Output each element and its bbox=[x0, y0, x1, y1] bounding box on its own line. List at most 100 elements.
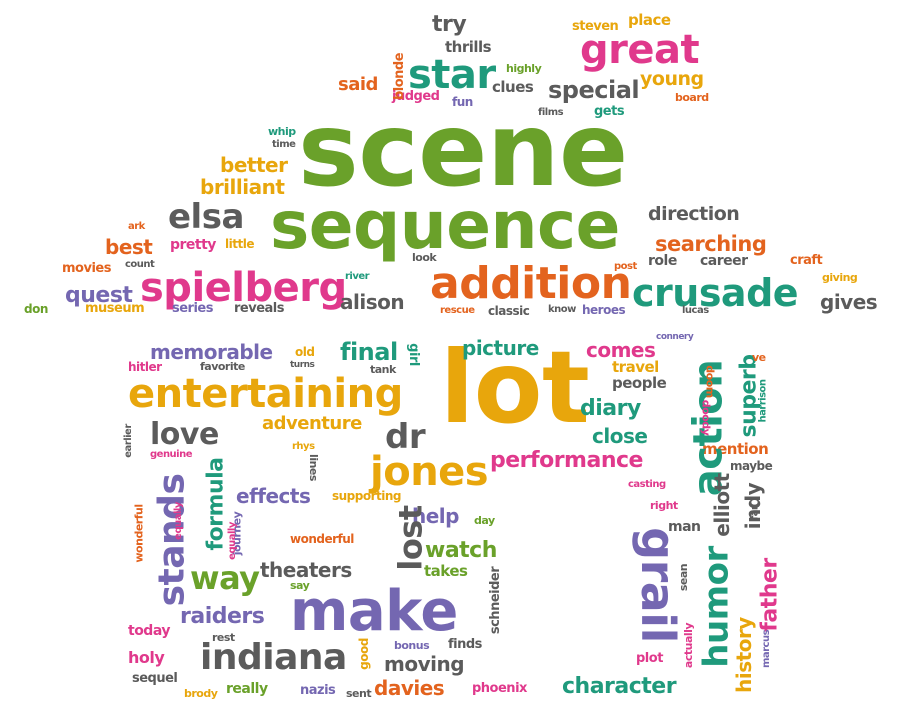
word-sallah: sean bbox=[677, 563, 691, 592]
word-judged: judged bbox=[392, 89, 440, 104]
word-try: try bbox=[432, 12, 467, 37]
word-picture: picture bbox=[462, 336, 539, 360]
word-board: board bbox=[675, 91, 709, 104]
word-marcus: marcus bbox=[761, 629, 773, 669]
word-favorite: favorite bbox=[200, 360, 245, 373]
word-nazis: nazis bbox=[300, 683, 336, 698]
word-museum: museum bbox=[85, 301, 145, 316]
word-entertaining: entertaining bbox=[128, 371, 403, 417]
word-day: day bbox=[474, 514, 495, 527]
word-rest: rest bbox=[212, 631, 235, 644]
word-young: young bbox=[640, 68, 704, 90]
word-say: wonderful bbox=[290, 532, 354, 546]
word-gets: gets bbox=[594, 104, 625, 119]
word-clues: clues bbox=[492, 78, 534, 96]
word-brilliant: brilliant bbox=[200, 175, 285, 199]
word-heroes: heroes bbox=[582, 303, 626, 317]
word-whip: whip bbox=[268, 125, 296, 138]
word-moving: moving bbox=[384, 652, 465, 676]
word-sequence: sequence bbox=[270, 187, 620, 264]
word-spielberg: spielberg bbox=[140, 265, 347, 311]
word-final: final bbox=[340, 338, 398, 366]
word-wonderful: wonderful bbox=[132, 504, 146, 563]
word-today: today bbox=[128, 623, 170, 639]
word-series: series bbox=[172, 301, 213, 316]
word-mention: mention bbox=[702, 440, 769, 458]
word-craft: craft bbox=[790, 253, 823, 268]
word-great: great bbox=[580, 27, 700, 73]
word-make: make bbox=[290, 579, 458, 644]
word-direction: direction bbox=[648, 203, 740, 225]
word-star: star bbox=[408, 52, 496, 98]
word-lost: lost bbox=[391, 505, 430, 571]
word-lot: lot bbox=[440, 329, 590, 446]
word-takes: takes bbox=[424, 562, 468, 580]
word-help: help bbox=[412, 504, 459, 528]
word-best: best bbox=[105, 235, 153, 259]
word-journey: equally bbox=[226, 522, 238, 560]
word-doom: doom bbox=[703, 365, 717, 398]
word-way: way bbox=[190, 559, 260, 597]
word-genuine: rhys bbox=[292, 441, 315, 452]
word-sent: sent bbox=[346, 687, 372, 700]
word-thrills: thrills bbox=[445, 38, 492, 56]
word-highly: highly bbox=[506, 62, 542, 75]
word-searching: searching bbox=[655, 232, 767, 256]
word-elliott: elliott bbox=[709, 473, 734, 537]
word-grail: grail bbox=[630, 527, 685, 643]
word-old: old bbox=[295, 345, 315, 359]
word-connery: connery bbox=[656, 332, 694, 342]
word-humor: humor bbox=[696, 546, 737, 668]
word-comes: comes bbox=[586, 338, 656, 362]
word-diary: diary bbox=[580, 396, 641, 421]
word-stands: stands bbox=[151, 473, 193, 607]
word-look: look bbox=[412, 251, 437, 264]
word-memorable: memorable bbox=[150, 340, 273, 364]
word-really: really bbox=[226, 681, 268, 697]
word-tank: tank bbox=[370, 363, 396, 376]
word-phoenix: phoenix bbox=[472, 681, 527, 696]
word-theaters: theaters bbox=[260, 558, 352, 582]
word-ark: ark bbox=[128, 221, 145, 232]
word-special: special bbox=[548, 76, 640, 104]
word-ve: ve bbox=[752, 351, 766, 364]
word-blonde: blonde bbox=[392, 52, 408, 101]
word-right: casting bbox=[628, 479, 666, 490]
word-raiders: raiders bbox=[180, 604, 265, 629]
word-pretty: pretty bbox=[170, 237, 216, 253]
word-rescue: rescue bbox=[440, 305, 475, 316]
word-don: don bbox=[24, 302, 48, 316]
word-post: post bbox=[614, 261, 637, 272]
word-lucas: lucas bbox=[682, 305, 709, 316]
word-plot: plot bbox=[636, 651, 663, 666]
word-giving: giving bbox=[822, 271, 858, 284]
word-harrison: harrison bbox=[757, 379, 769, 423]
word-crusade: crusade bbox=[632, 271, 799, 315]
word-love: love bbox=[150, 417, 219, 452]
word-brody: brody bbox=[184, 687, 218, 700]
word-far: man bbox=[668, 519, 701, 535]
word-earlier: genuine bbox=[150, 449, 193, 460]
word-casting: schneider bbox=[488, 566, 504, 635]
word-movies: movies bbox=[62, 261, 111, 276]
word-little: little bbox=[225, 237, 254, 251]
word-quest: quest bbox=[65, 283, 133, 308]
word-gives: gives bbox=[820, 290, 878, 314]
word-bonus: bonus bbox=[394, 639, 430, 652]
word-equally: equally bbox=[172, 502, 184, 540]
word-lines: supporting bbox=[332, 489, 402, 503]
word-davies: davies bbox=[374, 676, 445, 700]
word-people: people bbox=[612, 374, 667, 392]
word-history: history bbox=[731, 617, 756, 693]
word-effects: effects bbox=[236, 484, 311, 508]
word-sean: far bbox=[749, 505, 761, 521]
word-maybe: earlier bbox=[122, 424, 134, 458]
word-girl: girl bbox=[405, 343, 421, 366]
word-place: place bbox=[628, 11, 671, 29]
word-indiana: indiana bbox=[200, 637, 347, 678]
word-schneider: say bbox=[290, 579, 310, 592]
word-career: career bbox=[700, 253, 748, 269]
word-river: river bbox=[345, 271, 370, 282]
word-close: close bbox=[592, 424, 648, 448]
